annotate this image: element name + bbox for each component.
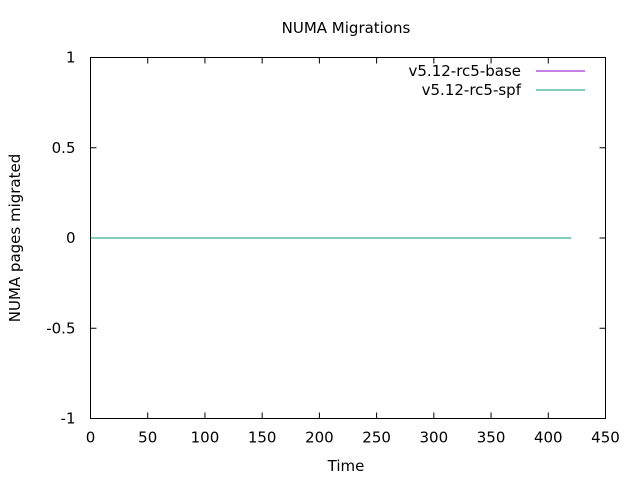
y-tick-label: 1 (66, 49, 76, 67)
y-axis-title: NUMA pages migrated (6, 154, 24, 323)
x-tick-label: 150 (248, 429, 277, 447)
y-tick-label: 0 (66, 229, 76, 247)
x-tick-label: 250 (362, 429, 391, 447)
x-tick-label: 350 (477, 429, 506, 447)
y-tick-label: -1 (61, 410, 76, 428)
legend-label: v5.12-rc5-base (409, 62, 522, 80)
x-tick-label: 300 (420, 429, 449, 447)
y-tick-label: -0.5 (46, 319, 75, 337)
x-axis-title: Time (327, 457, 365, 475)
x-tick-label: 450 (591, 429, 620, 447)
x-tick-label: 400 (534, 429, 563, 447)
axis-ticks: 0 50 100 150 200 250 300 350 400 450 1 0.5 0 -0.5 -1 (46, 49, 620, 447)
x-tick-label: 50 (138, 429, 157, 447)
y-tick-label: 0.5 (52, 139, 76, 157)
x-tick-label: 0 (86, 429, 96, 447)
x-tick-label: 100 (191, 429, 220, 447)
chart-title: NUMA Migrations (282, 19, 411, 37)
x-tick-label: 200 (305, 429, 334, 447)
legend-label: v5.12-rc5-spf (422, 81, 522, 99)
